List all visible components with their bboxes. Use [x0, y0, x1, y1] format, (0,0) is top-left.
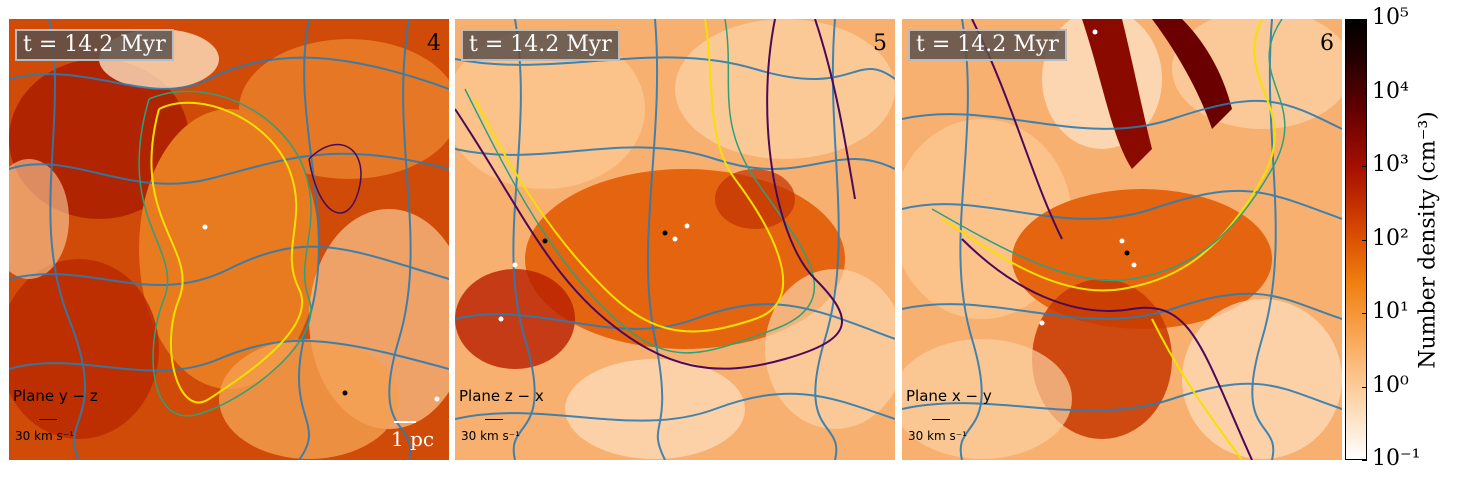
velocity-scale-bar-6: [932, 419, 950, 420]
panel-6: t = 14.2 Myr 6 Plane x − y 30 km s⁻¹: [902, 19, 1342, 460]
colorbar-tick-label: 10¹: [1372, 299, 1409, 324]
colorbar-tick-label: 10⁻¹: [1372, 446, 1421, 471]
panel-number-5: 5: [873, 31, 887, 56]
velocity-scale-bar-4: [39, 419, 57, 420]
panel-4: t = 14.2 Myr 4 Plane y − z 30 km s⁻¹ 1 p…: [9, 19, 449, 460]
time-label-4: t = 14.2 Myr: [15, 29, 174, 61]
plane-label-5: Plane z − x: [459, 387, 544, 405]
length-scale-4: 1 pc: [391, 427, 435, 451]
colorbar-tickmark: [1362, 166, 1367, 167]
colorbar-tick-label: 10⁵: [1372, 5, 1409, 30]
velocity-scale-6: 30 km s⁻¹: [908, 429, 967, 443]
length-scale-bar-4: [394, 421, 416, 423]
velocity-scale-4: 30 km s⁻¹: [15, 429, 74, 443]
colorbar-tick-label: 10⁰: [1372, 372, 1409, 398]
colorbar-tickmark: [1362, 460, 1367, 461]
density-map-4: [9, 19, 449, 460]
density-map-5: [455, 19, 895, 460]
colorbar-tickmark: [1362, 19, 1367, 20]
colorbar-tick-label: 10³: [1372, 152, 1409, 177]
panel-5: t = 14.2 Myr 5 Plane z − x 30 km s⁻¹: [455, 19, 895, 460]
velocity-scale-5: 30 km s⁻¹: [461, 429, 520, 443]
density-map-6: [902, 19, 1342, 460]
colorbar-tickmark: [1362, 313, 1367, 314]
colorbar-tick-label: 10⁴: [1372, 78, 1409, 104]
colorbar-tick-label: 10²: [1372, 225, 1409, 251]
panel-number-4: 4: [427, 31, 441, 56]
time-label-6: t = 14.2 Myr: [908, 29, 1067, 61]
colorbar-tickmark: [1362, 239, 1367, 241]
velocity-scale-bar-5: [485, 419, 503, 420]
colorbar-label: Number density (cm⁻³): [1415, 111, 1441, 369]
panel-number-6: 6: [1320, 31, 1334, 56]
colorbar-tickmark: [1362, 386, 1367, 388]
colorbar-tickmark: [1362, 92, 1367, 94]
time-label-5: t = 14.2 Myr: [461, 29, 620, 61]
plane-label-4: Plane y − z: [13, 387, 98, 405]
plane-label-6: Plane x − y: [906, 387, 992, 405]
